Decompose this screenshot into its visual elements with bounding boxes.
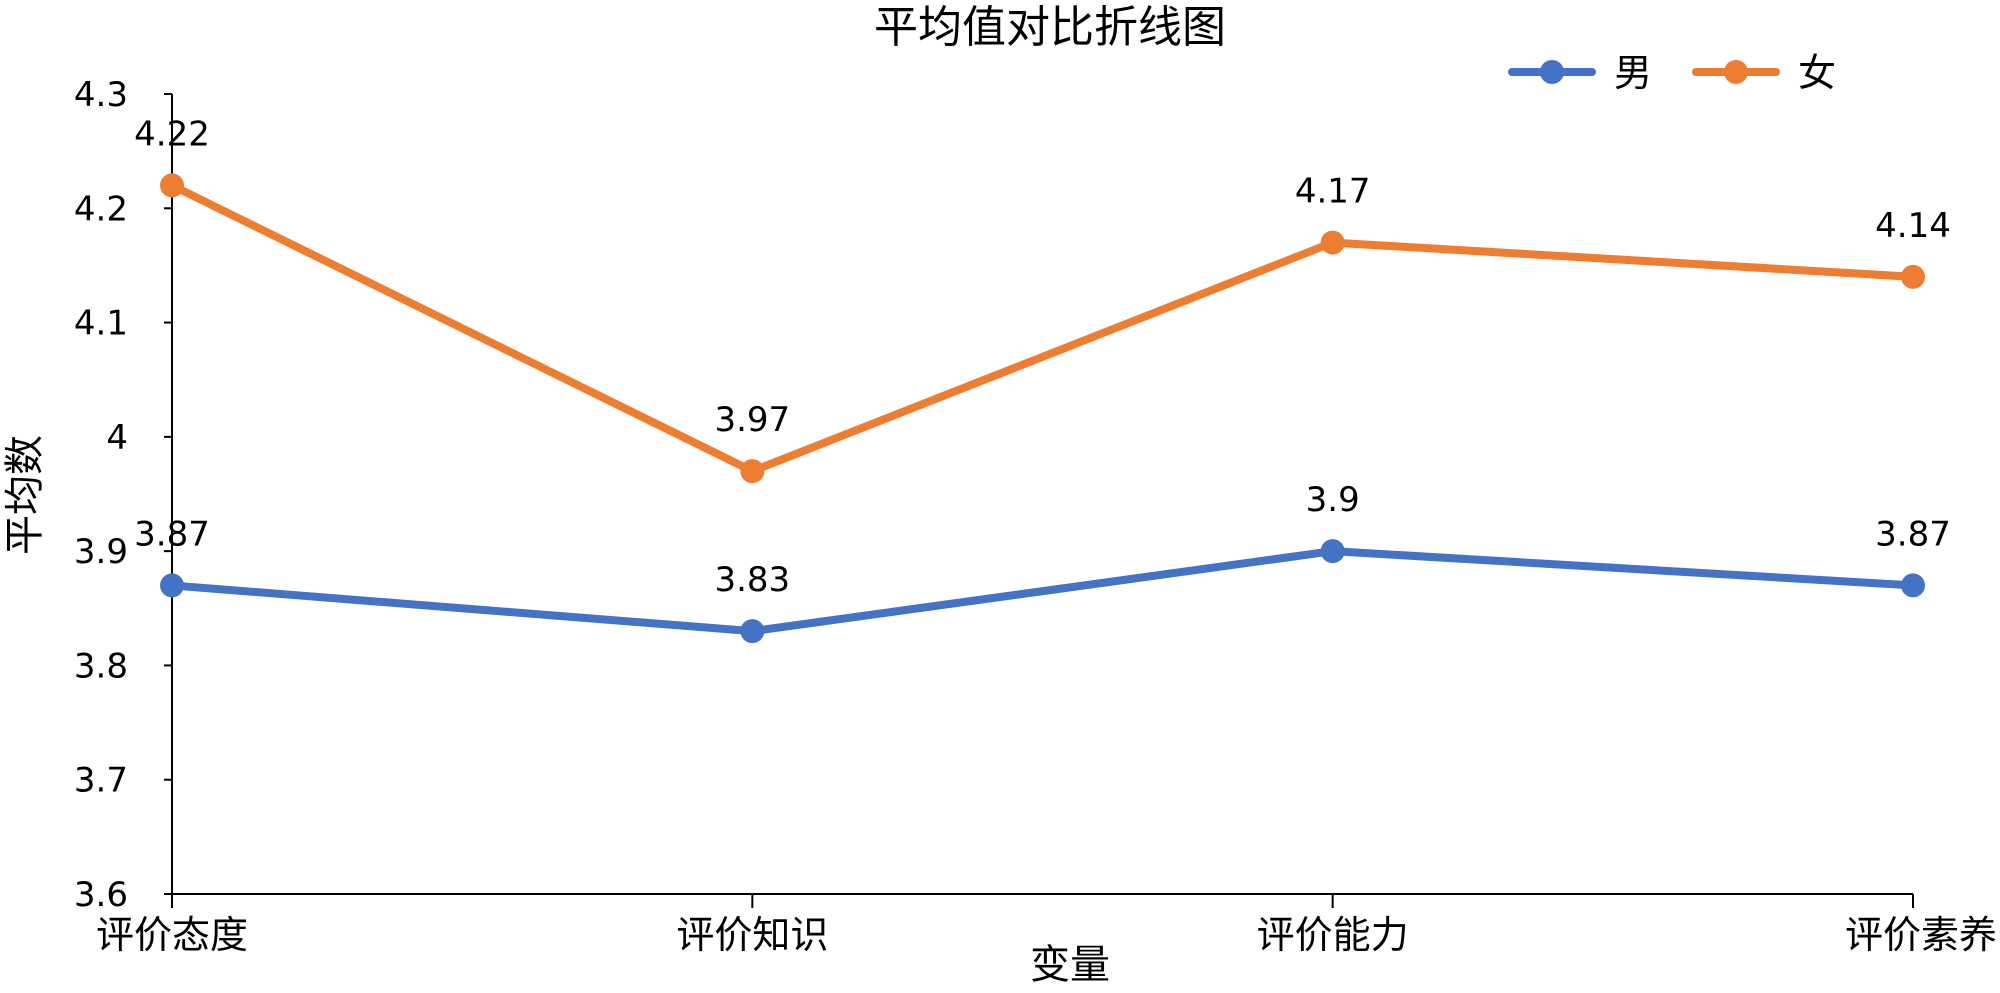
data-label: 3.97 [714, 400, 790, 440]
data-point [740, 619, 765, 644]
x-tick-label: 评价能力 [1257, 913, 1409, 957]
data-point [160, 573, 184, 598]
data-point [1901, 573, 1925, 598]
data-label: 4.14 [1875, 206, 1951, 246]
data-label: 3.9 [1306, 480, 1360, 520]
y-tick-label: 4 [106, 418, 128, 458]
y-tick-label: 4.3 [74, 75, 128, 115]
data-point [1901, 264, 1925, 289]
legend: 男女 [1508, 51, 1836, 95]
x-tick-label: 评价素养 [1845, 913, 1997, 957]
data-point [740, 459, 765, 484]
y-tick-label: 3.7 [74, 761, 128, 801]
y-axis-title: 平均数 [2, 435, 48, 555]
data-label: 4.17 [1295, 172, 1371, 212]
legend-marker [1724, 60, 1748, 84]
data-label: 3.87 [1875, 514, 1951, 554]
x-tick-label: 评价知识 [676, 913, 828, 957]
axes: 3.6 3.7 3.8 3.9 4 4.1 4.2 4.3 评价态度 评价知识 评价能力 评价素养 [74, 75, 1997, 957]
y-tick-label: 3.9 [74, 532, 128, 572]
chart-title: 平均值对比折线图 [874, 2, 1226, 53]
data-point [160, 173, 184, 198]
legend-label: 男 [1614, 51, 1652, 95]
y-tick-label: 4.2 [74, 189, 128, 229]
y-tick-label: 4.1 [74, 304, 128, 344]
x-axis-title: 变量 [1030, 942, 1110, 988]
x-tick-label: 评价态度 [96, 913, 248, 957]
data-label: 3.87 [134, 514, 210, 554]
y-tick-label: 3.6 [74, 875, 128, 915]
series-layer: 3.87 3.83 3.9 3.87 4.22 3.97 4.17 4.14 [134, 114, 1951, 644]
data-label: 4.22 [134, 114, 210, 154]
data-label: 3.83 [714, 560, 790, 600]
y-tick-label: 3.8 [74, 646, 128, 686]
legend-marker [1540, 60, 1564, 84]
series-line [168, 547, 1917, 636]
legend-label: 女 [1798, 51, 1836, 95]
series-line [168, 181, 1917, 476]
data-point [1320, 539, 1345, 564]
data-point [1320, 230, 1345, 255]
